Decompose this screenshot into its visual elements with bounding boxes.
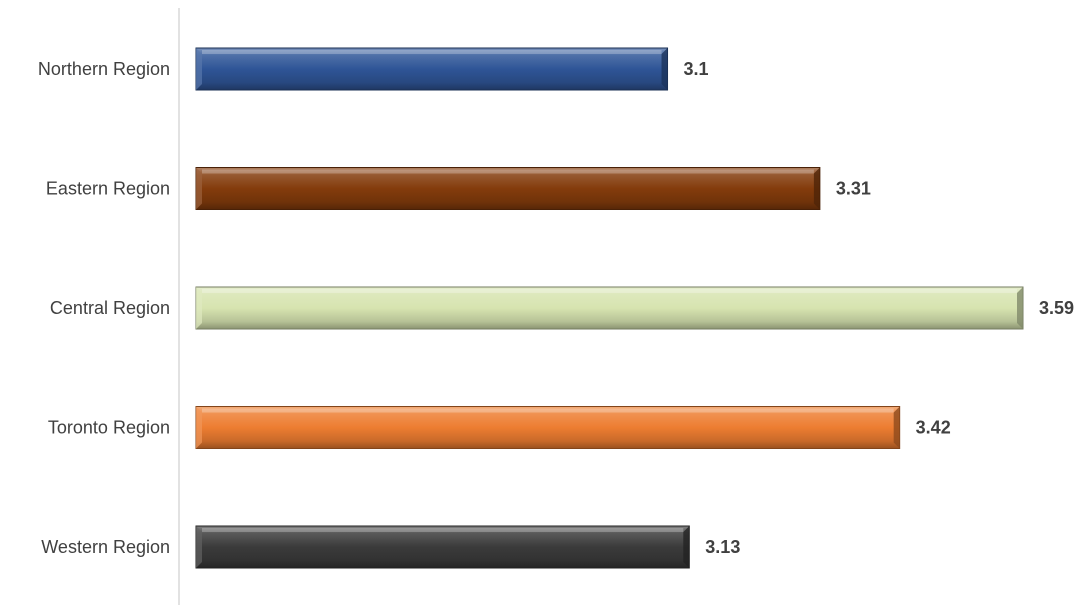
labels-layer: Northern Region 3.1 Eastern Region 3.31 Cent… <box>38 59 1074 557</box>
bar-bevel-left <box>196 526 202 568</box>
value-label: 3.59 <box>1039 298 1074 318</box>
value-label: 3.13 <box>705 537 740 557</box>
bar-rect <box>195 525 690 569</box>
category-label: Toronto Region <box>48 418 170 438</box>
category-label: Eastern Region <box>46 179 170 199</box>
bar-highlight <box>202 408 894 413</box>
category-label: Northern Region <box>38 59 170 79</box>
bar-bevel-right <box>683 526 690 568</box>
category-label: Central Region <box>50 298 170 318</box>
bar-rect <box>195 47 669 91</box>
value-label: 3.42 <box>916 418 951 438</box>
bar-bevel-right <box>661 48 668 90</box>
bar-bevel-right <box>893 406 900 449</box>
bar-northern-region <box>195 47 669 91</box>
bar-bevel-left <box>196 167 202 210</box>
bar-bevel-left <box>196 287 202 329</box>
bar-rect <box>195 406 901 449</box>
bar-central-region <box>195 286 1024 330</box>
bars-layer <box>195 47 1024 569</box>
bar-eastern-region <box>195 167 821 210</box>
bar-highlight <box>202 528 684 532</box>
bar-highlight <box>202 289 1017 293</box>
bar-rect <box>195 286 1024 330</box>
value-label: 3.31 <box>836 179 871 199</box>
bar-toronto-region <box>195 406 901 449</box>
bar-bevel-right <box>813 167 820 210</box>
bar-bevel-left <box>196 406 202 449</box>
bar-highlight <box>202 169 814 174</box>
bar-bevel-left <box>196 48 202 90</box>
bar-rect <box>195 167 821 210</box>
value-label: 3.1 <box>684 59 709 79</box>
bar-bevel-right <box>1017 287 1023 329</box>
bar-western-region <box>195 525 690 569</box>
category-label: Western Region <box>41 537 170 557</box>
bar-highlight <box>202 50 662 54</box>
